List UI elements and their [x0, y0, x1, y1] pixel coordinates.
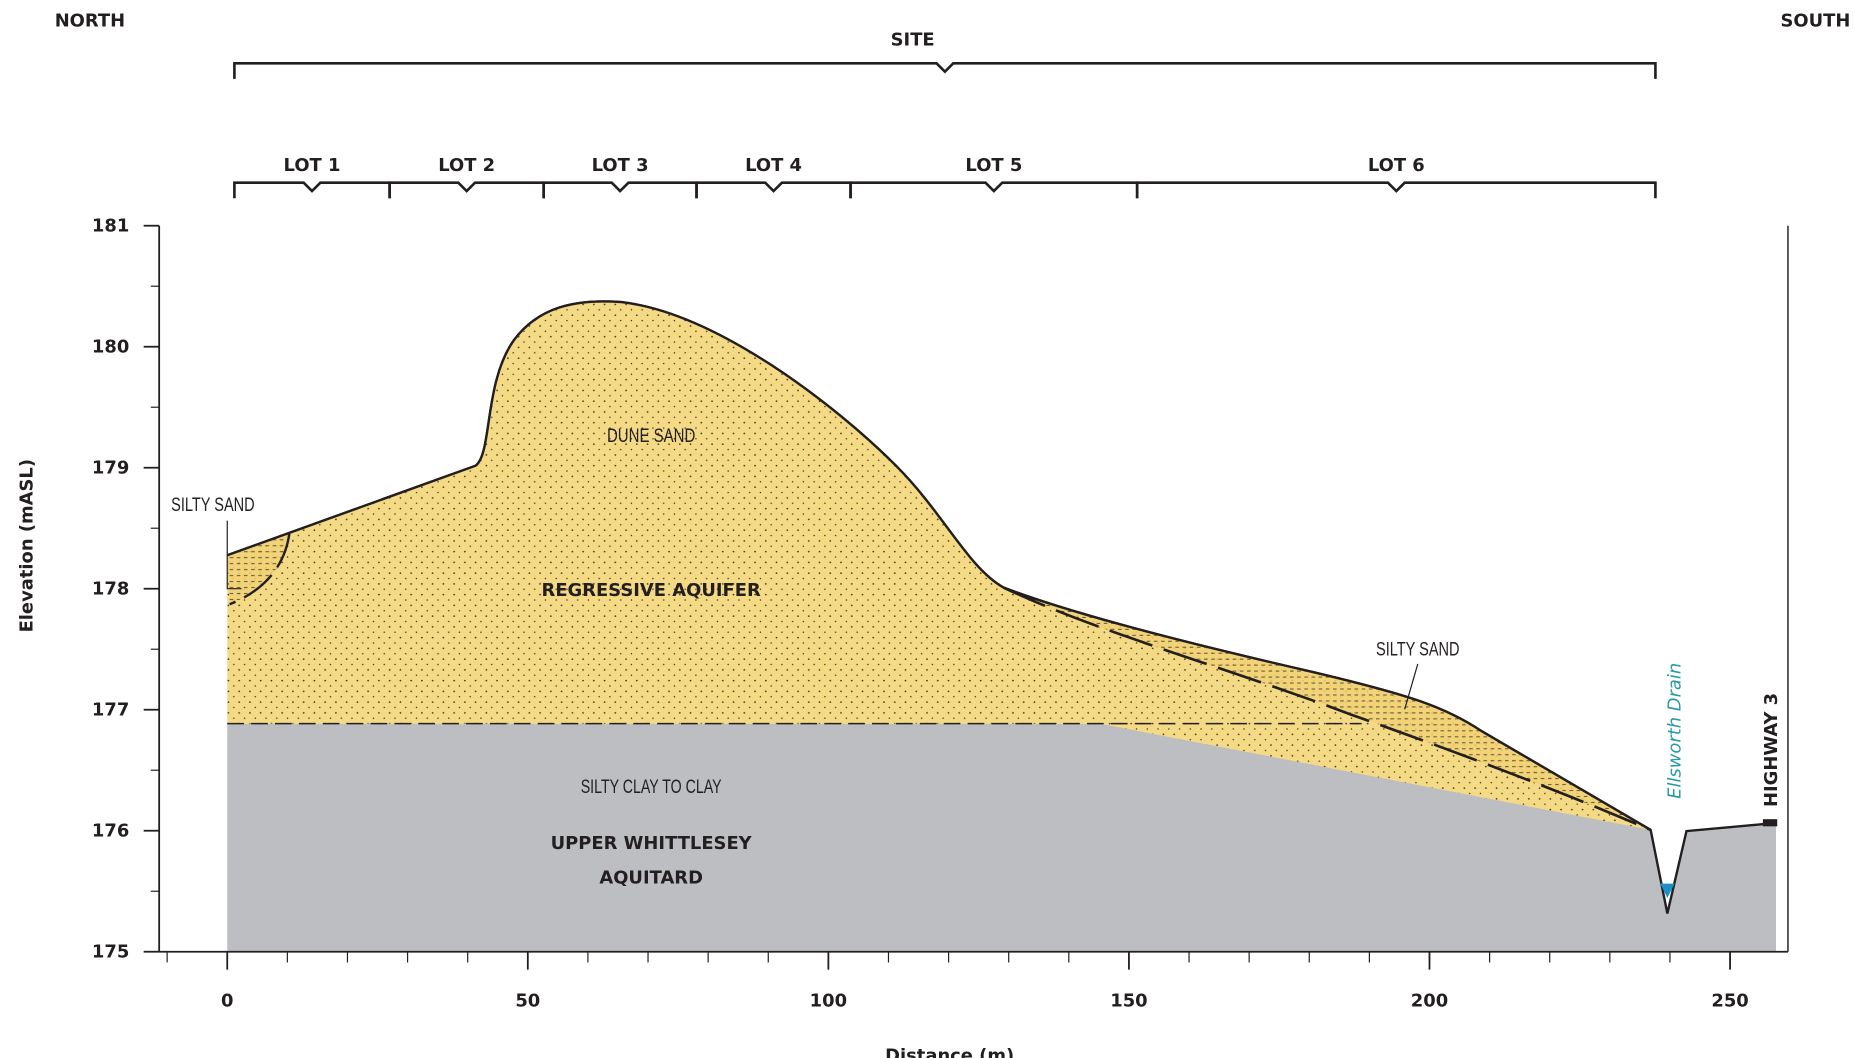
south-label: SOUTH — [1781, 10, 1851, 31]
bracket — [234, 183, 389, 199]
y-axis-title: Elevation (mASL) — [17, 459, 38, 632]
highway-label: HIGHWAY 3 — [1761, 693, 1782, 807]
page: {"header": {"north": "NORTH", "south": "… — [0, 0, 1854, 1058]
y-tick-label: 177 — [92, 700, 129, 721]
lot-label: LOT 2 — [438, 155, 495, 176]
clay-label: SILTY CLAY TO CLAY — [581, 777, 722, 798]
silty-sand-label: SILTY SAND — [1376, 640, 1460, 661]
aquifer-label: REGRESSIVE AQUIFER — [542, 580, 761, 601]
x-tick-label: 100 — [810, 991, 847, 1012]
highway — [1763, 819, 1777, 826]
bracket — [234, 63, 1655, 79]
bracket — [1137, 183, 1655, 199]
lot-label: LOT 6 — [1368, 155, 1425, 176]
lot-label: LOT 1 — [284, 155, 341, 176]
x-tick-label: 150 — [1110, 991, 1147, 1012]
y-tick-label: 179 — [92, 458, 129, 479]
x-axis-title: Distance (m) — [885, 1046, 1014, 1058]
y-tick-label: 181 — [92, 216, 129, 237]
aquitard-label: AQUITARD — [599, 868, 703, 889]
cross-section: NORTH SOUTH SITE Distance (m) Elevation … — [0, 0, 1854, 1058]
lot-label: LOT 3 — [592, 155, 649, 176]
bracket — [390, 183, 544, 199]
site-label: SITE — [891, 29, 935, 50]
x-tick-label: 0 — [221, 991, 233, 1012]
y-tick-label: 180 — [92, 337, 129, 358]
y-tick-label: 175 — [92, 942, 129, 963]
x-tick-label: 50 — [515, 991, 540, 1012]
bracket — [544, 183, 697, 199]
bracket — [851, 183, 1138, 199]
aquitard-label: UPPER WHITTLESEY — [551, 833, 753, 854]
y-tick-label: 176 — [92, 821, 129, 842]
silty-sand-label: SILTY SAND — [171, 495, 255, 516]
x-tick-label: 250 — [1711, 991, 1748, 1012]
x-tick-label: 200 — [1411, 991, 1448, 1012]
north-label: NORTH — [55, 10, 125, 31]
lot-label: LOT 5 — [965, 155, 1022, 176]
lot-label: LOT 4 — [745, 155, 802, 176]
bracket — [697, 183, 851, 199]
drain-label: Ellsworth Drain — [1664, 663, 1685, 799]
dune-sand-label: DUNE SAND — [607, 426, 695, 447]
y-tick-label: 178 — [92, 579, 129, 600]
clay-layer — [227, 724, 1776, 952]
